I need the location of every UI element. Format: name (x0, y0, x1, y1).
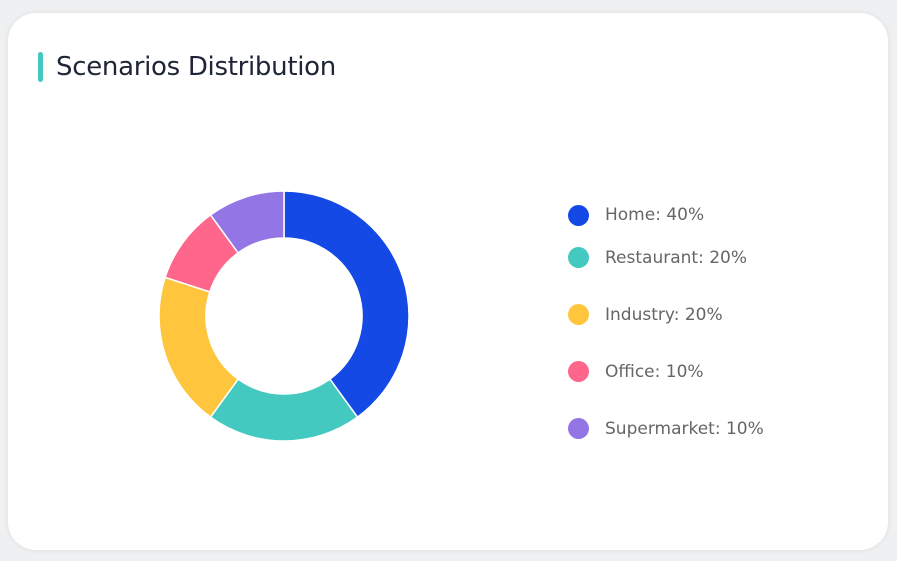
donut-slice-industry[interactable] (158, 276, 240, 419)
legend-label: Office: 10% (605, 361, 704, 382)
legend-item-home[interactable]: Home: 40% (568, 201, 764, 229)
legend: Home: 40% Restaurant: 20% Industry: 20% … (568, 201, 764, 457)
legend-label: Home: 40% (605, 205, 705, 225)
donut-slice-supermarket[interactable] (209, 190, 285, 254)
donut-chart (158, 190, 410, 442)
legend-item-restaurant[interactable]: Restaurant: 20% (568, 229, 764, 286)
legend-item-supermarket[interactable]: Supermarket: 10% (568, 400, 764, 457)
legend-dot (568, 247, 589, 268)
legend-label: Industry: 20% (605, 304, 723, 325)
legend-label: Supermarket: 10% (605, 418, 764, 439)
chart-title: Scenarios Distribution (56, 52, 336, 82)
legend-dot (568, 418, 589, 439)
legend-item-industry[interactable]: Industry: 20% (568, 286, 764, 343)
legend-item-office[interactable]: Office: 10% (568, 343, 764, 400)
legend-dot (568, 304, 589, 325)
donut-slice-restaurant[interactable] (209, 378, 359, 442)
title-accent-bar (38, 52, 43, 82)
legend-dot (568, 361, 589, 382)
legend-label: Restaurant: 20% (605, 247, 747, 268)
chart-card: Scenarios Distribution Home: 40% Restaur… (8, 13, 888, 550)
donut-slice-home[interactable] (283, 190, 410, 419)
legend-dot (568, 204, 589, 226)
